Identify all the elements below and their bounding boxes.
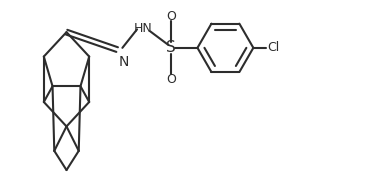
Text: O: O: [166, 10, 176, 23]
Text: S: S: [166, 40, 176, 55]
Text: N: N: [119, 55, 129, 69]
Text: HN: HN: [134, 22, 153, 35]
Text: O: O: [166, 73, 176, 86]
Text: Cl: Cl: [267, 41, 280, 54]
